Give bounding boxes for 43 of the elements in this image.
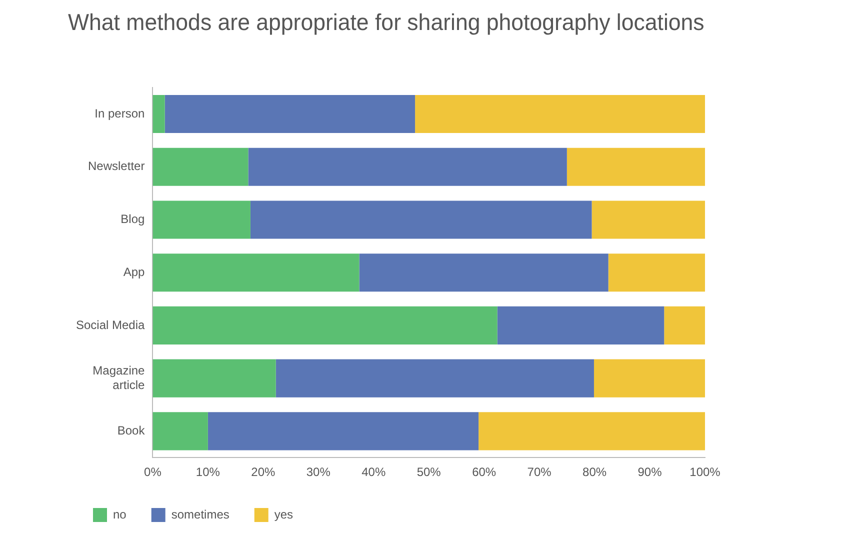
bar	[250, 200, 592, 239]
bar	[359, 254, 608, 292]
x-tick-label: 40%	[362, 465, 386, 480]
bar	[152, 254, 360, 292]
x-tick-label: 60%	[472, 465, 496, 480]
bar	[664, 306, 705, 344]
x-tick-label: 90%	[638, 465, 662, 480]
bar	[164, 95, 416, 134]
bar	[415, 95, 705, 134]
bar	[208, 412, 479, 450]
y-tick-label: In person	[94, 106, 145, 120]
x-tick-label: 30%	[306, 465, 331, 480]
bar	[608, 254, 705, 292]
bar	[497, 306, 664, 344]
x-tick-label: 70%	[527, 465, 552, 480]
x-tick-label: 80%	[582, 465, 607, 480]
legend-label: no	[113, 507, 127, 522]
bar	[152, 148, 248, 186]
bar	[152, 306, 498, 344]
x-tick-label: 20%	[251, 465, 276, 480]
legend-label: sometimes	[171, 507, 230, 522]
bar	[566, 148, 705, 186]
bar	[152, 95, 165, 134]
y-tick-label: Blog	[120, 212, 145, 226]
bar	[594, 359, 705, 398]
bar	[592, 200, 705, 239]
x-tick-label: 0%	[144, 465, 162, 480]
bar	[248, 148, 567, 186]
y-tick-label: Social Media	[76, 318, 146, 332]
bar	[478, 412, 705, 450]
x-tick-label: 50%	[416, 465, 442, 480]
y-tick-label: Newsletter	[88, 159, 145, 174]
bar	[152, 412, 208, 450]
bar	[152, 359, 276, 398]
y-tick-label: Magazine article	[92, 363, 146, 392]
bar	[152, 200, 250, 239]
y-tick-label: Book	[117, 423, 146, 438]
bar	[276, 359, 594, 398]
chart-title: What methods are appropriate for sharing photography locations	[68, 10, 704, 36]
x-tick-label: 100%	[690, 465, 721, 480]
y-tick-label: App	[123, 264, 146, 279]
x-tick-label: 10%	[196, 465, 220, 480]
legend-label: yes	[274, 507, 294, 522]
